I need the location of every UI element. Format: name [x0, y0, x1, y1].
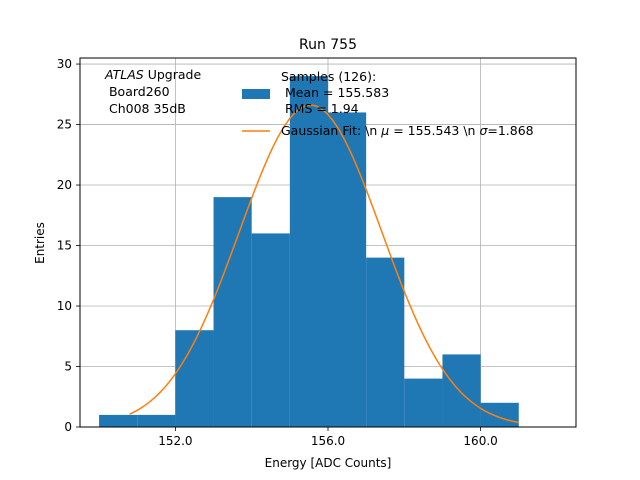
legend-samples-line-1: Samples (126):	[281, 69, 376, 84]
y-tick-label: 15	[57, 239, 72, 253]
histogram-bar	[175, 330, 214, 427]
chart-title: Run 755	[299, 37, 357, 53]
histogram-bar	[480, 402, 519, 427]
gaussian-fit	[129, 104, 519, 424]
histogram-bar	[442, 354, 481, 427]
histogram-bar	[366, 257, 405, 427]
gaussian-fit-curve	[129, 104, 519, 424]
y-tick-label: 30	[57, 57, 72, 71]
x-tick-label: 156.0	[311, 434, 345, 448]
histogram-bar	[251, 233, 290, 427]
y-tick-label: 5	[64, 360, 72, 374]
annotation-upgrade: Upgrade	[144, 67, 202, 82]
legend-fit-prefix: Gaussian Fit: \n	[281, 123, 381, 138]
y-tick-label: 20	[57, 178, 72, 192]
axis-ticks: 152.0 156.0 160.0 0 5 10 15 20 25 30	[57, 57, 498, 448]
legend-fit-mu: μ	[380, 123, 389, 138]
legend-fit-mid: = 155.543 \n	[389, 123, 479, 138]
legend-histogram-swatch	[242, 89, 270, 99]
atlas-annotation: ATLAS Upgrade Board260 Ch008 35dB	[104, 67, 201, 116]
y-tick-label: 10	[57, 299, 72, 313]
y-tick-label: 0	[64, 420, 72, 434]
legend-samples-line-2: Mean = 155.583	[281, 85, 389, 100]
histogram-bar	[99, 414, 138, 427]
histogram-bar	[137, 414, 176, 427]
legend-samples-line-3: RMS = 1.94	[281, 101, 359, 116]
histogram-bar	[213, 197, 252, 427]
histogram-bar	[404, 378, 443, 427]
histogram-bar	[289, 76, 328, 428]
y-axis-label: Entries	[33, 222, 47, 264]
legend-fit-sigma: σ	[479, 123, 488, 138]
x-axis-label: Energy [ADC Counts]	[265, 456, 392, 470]
annotation-line-2: Board260	[105, 84, 170, 99]
legend-fit-label: Gaussian Fit: \n μ = 155.543 \n σ=1.868	[281, 123, 534, 138]
legend: Samples (126): Mean = 155.583 RMS = 1.94…	[242, 69, 534, 138]
x-tick-label: 160.0	[463, 434, 497, 448]
annotation-line-3: Ch008 35dB	[105, 101, 186, 116]
x-tick-label: 152.0	[158, 434, 192, 448]
annotation-line-1: ATLAS Upgrade	[104, 67, 201, 82]
histogram-bar	[328, 112, 367, 427]
legend-fit-suffix: =1.868	[487, 123, 533, 138]
y-tick-label: 25	[57, 118, 72, 132]
annotation-atlas-italic: ATLAS	[104, 67, 144, 82]
histogram-bars	[99, 76, 519, 428]
